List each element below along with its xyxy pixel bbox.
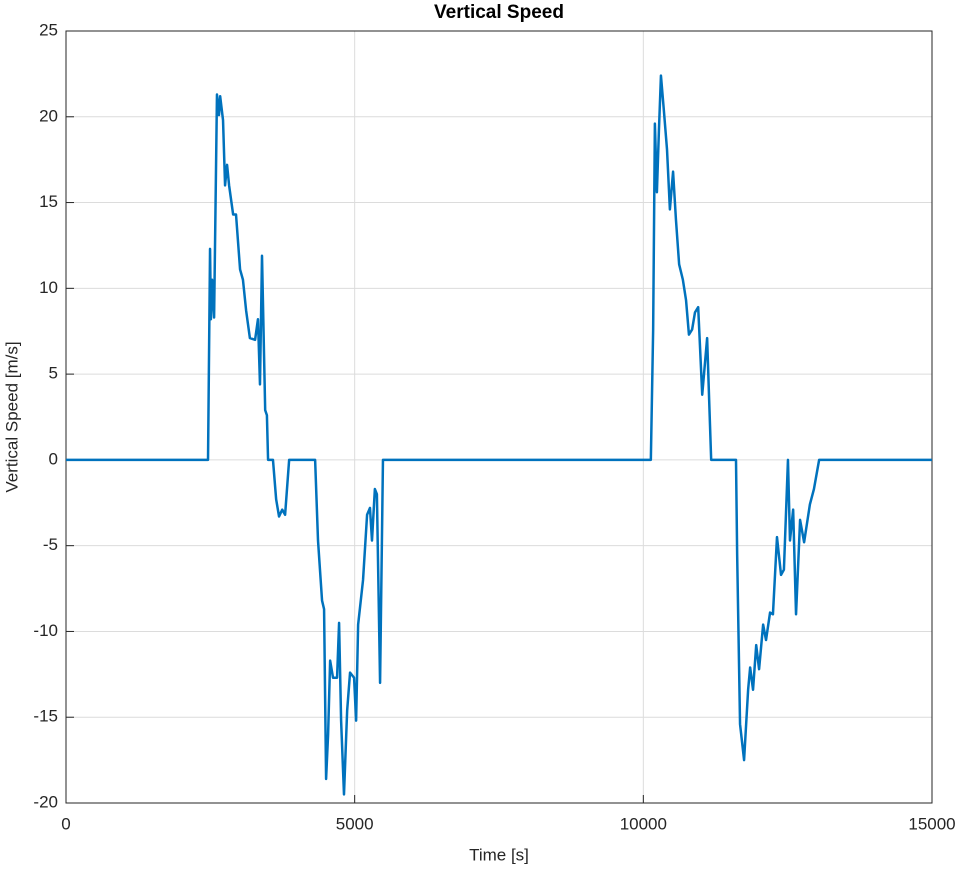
y-tick-label: 5 — [49, 364, 58, 383]
y-tick-label: 25 — [39, 20, 58, 39]
y-tick-label: 20 — [39, 106, 58, 125]
y-tick-label: -15 — [33, 707, 58, 726]
y-tick-label: 10 — [39, 278, 58, 297]
y-tick-label: 0 — [49, 449, 58, 468]
x-tick-label: 15000 — [908, 814, 955, 833]
y-axis-label: Vertical Speed [m/s] — [2, 341, 21, 492]
chart-title: Vertical Speed — [434, 2, 564, 23]
x-tick-label: 5000 — [336, 814, 374, 833]
y-tick-label: 15 — [39, 192, 58, 211]
y-tick-label: -10 — [33, 621, 58, 640]
x-tick-label: 0 — [61, 814, 70, 833]
plot-frame — [65, 30, 933, 804]
data-line — [66, 74, 932, 796]
y-tick-label: -5 — [43, 535, 58, 554]
x-axis-label: Time [s] — [469, 845, 529, 864]
y-tick-label: -20 — [33, 792, 58, 811]
x-tick-label: 10000 — [620, 814, 667, 833]
